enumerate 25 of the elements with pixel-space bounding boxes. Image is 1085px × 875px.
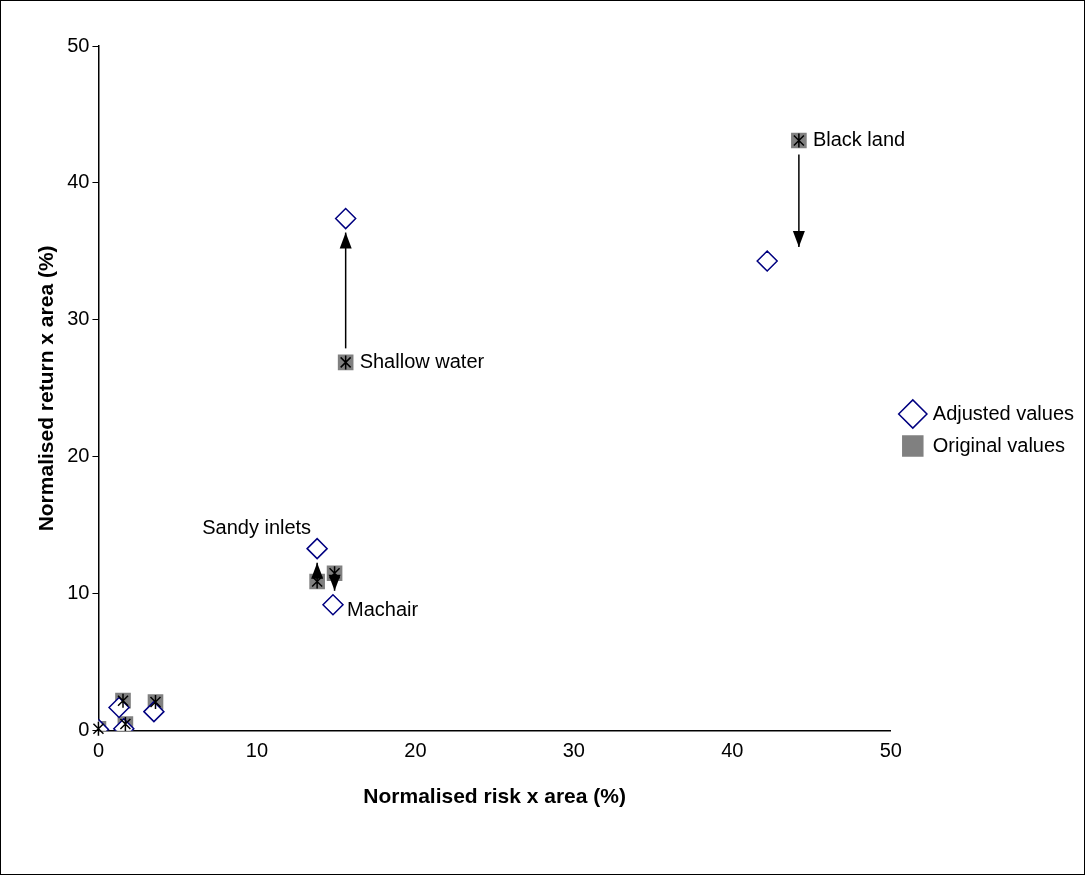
x-tick-label: 30 xyxy=(562,739,585,762)
y-tick-label: 20 xyxy=(67,444,90,467)
point xyxy=(143,700,165,723)
point xyxy=(306,537,328,560)
y-tick-label: 0 xyxy=(78,718,90,741)
legend-label: Original values xyxy=(932,433,1066,456)
point xyxy=(756,250,778,272)
y-tick-label: 30 xyxy=(67,307,90,330)
y-axis-title: Normalised return x area (%) xyxy=(34,245,58,532)
point xyxy=(322,594,344,616)
annotation: Sandy inlets xyxy=(202,516,312,539)
annotation: Black land xyxy=(812,128,906,151)
annotation: Machair xyxy=(346,598,419,621)
legend-label: Adjusted values xyxy=(932,401,1074,424)
x-tick-label: 20 xyxy=(404,739,427,762)
annotation: Shallow water xyxy=(359,349,485,372)
x-axis-title: Normalised risk x area (%) xyxy=(363,784,626,808)
y-tick-label: 40 xyxy=(67,170,90,193)
y-tick-label: 50 xyxy=(67,33,90,56)
x-tick-label: 40 xyxy=(721,739,744,762)
point xyxy=(334,207,357,230)
x-tick-label: 10 xyxy=(245,739,269,762)
x-tick-label: 0 xyxy=(92,739,105,762)
y-tick-label: 10 xyxy=(67,581,90,604)
x-tick-label: 50 xyxy=(879,739,902,762)
